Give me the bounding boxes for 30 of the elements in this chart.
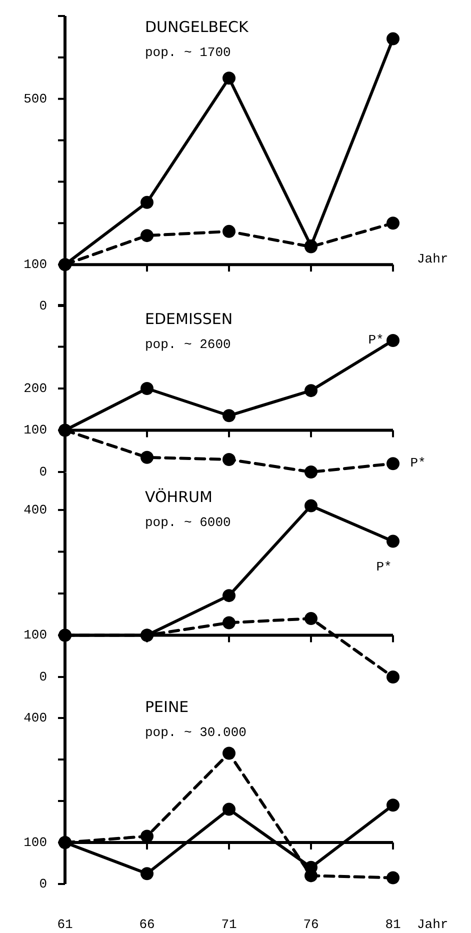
x-axis-title: Jahr [417,917,448,932]
y-tick-label: 400 [24,502,47,518]
y-tick-label: 400 [24,710,47,726]
chart-title: EDEMISSEN [145,310,233,328]
annotation: P* [376,559,392,574]
y-tick-label: 0 [39,876,47,892]
chart-title: DUNGELBECK [145,18,250,36]
text: pop. ~ 30.000 [145,725,246,740]
y-tick-label: 0 [39,669,47,684]
x-axis-title: Jahr [417,252,448,267]
x-tick-label: 81 [385,917,401,932]
x-tick-label: 66 [139,917,155,932]
text: pop. ~ 6000 [145,515,231,530]
x-tick-label: 61 [57,917,73,932]
text: pop. ~ 1700 [145,45,231,60]
annotation: P* [368,332,384,348]
text: pop. ~ 2600 [145,337,231,352]
y-tick-label: 0 [39,464,47,480]
y-tick-label: 0 [39,298,47,314]
y-tick-label: 100 [24,422,47,438]
y-tick-label: 200 [24,380,47,396]
y-tick-label: 500 [24,91,47,106]
text: PEINE [145,698,189,716]
y-tick-label: 100 [24,257,47,272]
text: P* [410,455,426,470]
text: VÖHRUM [145,488,212,506]
x-tick-label: 71 [221,917,237,932]
x-tick-label: 76 [303,917,319,932]
y-tick-label: 100 [24,834,47,850]
y-tick-label: 100 [24,628,47,643]
